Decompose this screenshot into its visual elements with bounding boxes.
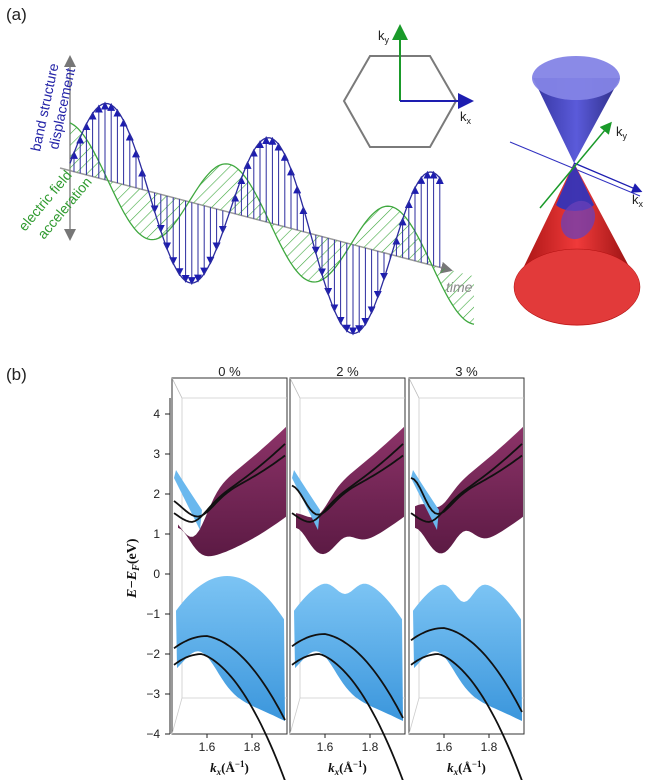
y-tick-label: 1 [153,527,160,541]
x-tick-label: 1.6 [199,740,216,754]
x-tick-label: 1.6 [436,740,453,754]
conduction-cut-1 [410,454,523,515]
y-tick-label: −1 [146,607,160,621]
y-tick-label: 4 [153,407,160,421]
cone-kx-label: kx [632,192,644,209]
panel-a-label: (a) [6,5,27,24]
bz-ky-label: ky [378,28,390,45]
conduction-cut-2 [410,443,523,523]
y-tick-label: −3 [146,687,160,701]
cone-kx-axis [573,162,643,193]
panel-b-label: (b) [6,365,27,384]
band-panel-1: 2 % 1.6 1.8 kx(Å−1) [289,364,406,780]
valence-band [176,576,285,721]
x-tick-label: 1.8 [362,740,379,754]
x-tick-label: 1.8 [481,740,498,754]
field-curve [69,122,475,325]
conduction-cut-2 [291,443,404,523]
valence-cut-2 [173,653,286,780]
valence-cut-2 [410,653,523,780]
time-label: time [446,279,473,295]
upper-wing [174,470,202,530]
valence-cut-2 [291,653,404,780]
band-displacement-wave [69,101,444,336]
y-tick-label: −4 [146,727,160,741]
upper-cone-top [532,56,620,100]
kx-axis-label: kx(Å−1) [328,759,367,777]
kx-axis-label: kx(Å−1) [210,759,249,777]
wave-diagram: band structure displacement electric fie… [15,55,475,336]
y-tick-label: 3 [153,447,160,461]
valence-cut-1 [173,635,286,721]
dirac-cone: ky kx [509,56,644,326]
displacement-curve [69,102,443,335]
y-tick-label: −2 [146,647,160,661]
bz-kx-label: kx [460,109,472,126]
band-panel-2: 3 % 1.6 1.8 kx(Å−1) [408,364,525,780]
valence-cut-1 [291,633,404,719]
y-tick-label: 0 [153,567,160,581]
upper-cone [533,78,620,163]
energy-axis: 4 3 2 1 0 −1 −2 −3 −4 E−EF(eV) [125,398,171,741]
band-structure-panels: 0 % 1.6 1.8 kx(Å−1) 2 % 1.6 1.8 kx(Å−1) 3 % 1.6 1.… [171,364,525,780]
y-tick-label: 2 [153,487,160,501]
conduction-cut-1 [291,454,404,516]
cone-ky-axis [539,121,612,209]
valence-cut-1 [410,627,523,713]
energy-axis-label: E−EF(eV) [125,538,142,599]
valence-band [294,583,403,721]
panel-frame [289,377,406,735]
strain-label: 2 % [336,364,359,379]
brillouin-zone: ky kx [342,24,474,148]
valence-band [413,584,522,721]
x-tick-label: 1.8 [244,740,261,754]
x-tick-label: 1.6 [317,740,334,754]
strain-label: 3 % [455,364,478,379]
conduction-band [178,426,286,557]
strain-label: 0 % [218,364,241,379]
panel-frame [171,377,288,735]
conduction-cut-1 [173,454,286,518]
panel-frame [408,377,525,735]
conduction-band [296,426,404,555]
cone-ky-label: ky [616,124,628,141]
kx-axis-label: kx(Å−1) [447,759,486,777]
band-panel-0: 0 % 1.6 1.8 kx(Å−1) [171,364,288,780]
fermi-disc [560,200,596,240]
lower-cone-base [514,249,640,325]
upper-wing [292,470,320,530]
conduction-cut-2 [173,443,286,523]
